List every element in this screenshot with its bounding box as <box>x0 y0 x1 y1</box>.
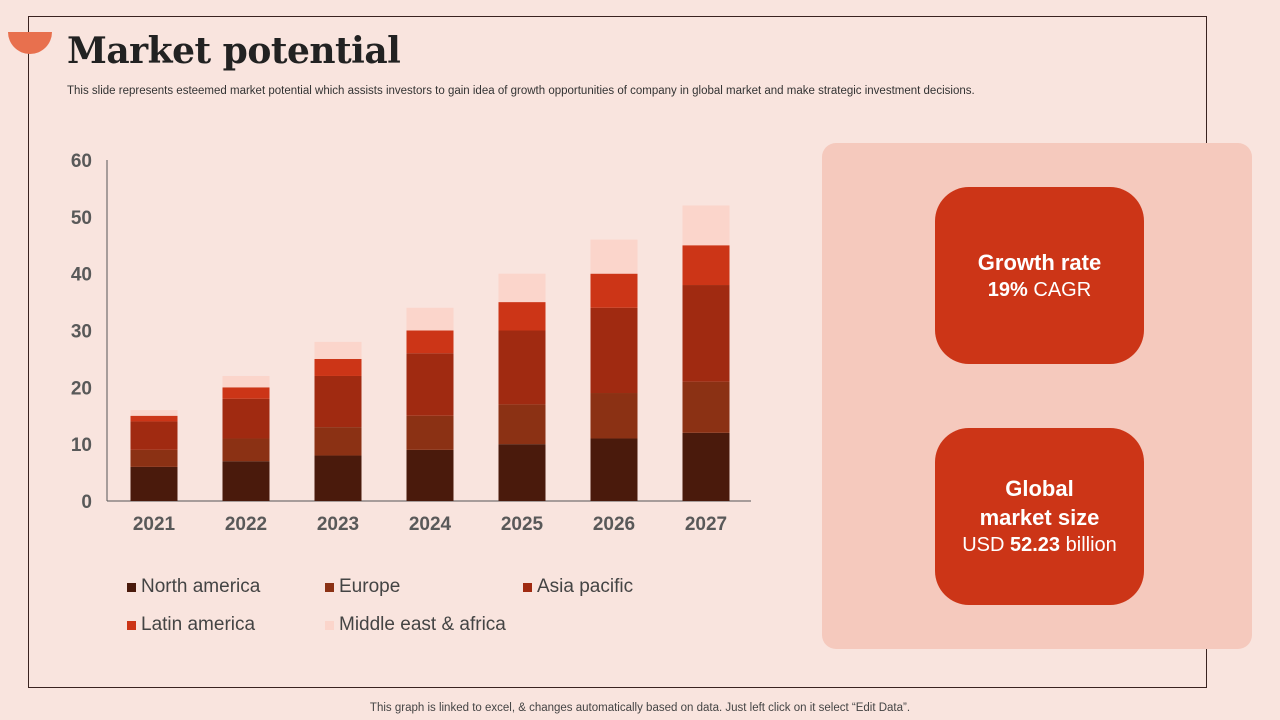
bar-segment <box>222 375 270 388</box>
growth-rate-title: Growth rate <box>977 249 1102 275</box>
bar-segment <box>130 410 178 416</box>
bar-segment <box>590 239 638 274</box>
y-tick-label: 0 <box>81 492 92 513</box>
bar-segment <box>498 330 546 405</box>
bar-segment <box>590 393 638 439</box>
bar-segment <box>406 330 454 354</box>
x-tick-label: 2026 <box>593 514 635 535</box>
bar-segment <box>222 461 270 501</box>
y-tick-label: 40 <box>71 265 92 286</box>
market-size-title-line1: Global <box>1005 476 1074 501</box>
legend-swatch <box>325 582 334 592</box>
y-tick-label: 10 <box>71 435 92 456</box>
bar-segment <box>406 353 454 416</box>
bar-segment <box>498 444 546 501</box>
legend-swatch <box>127 620 136 630</box>
bar-segment <box>222 438 270 462</box>
y-tick-label: 30 <box>71 322 92 343</box>
market-size-title-line2: market size <box>979 505 1100 530</box>
legend-item: Europe <box>325 576 400 598</box>
footer-note: This graph is linked to excel, & changes… <box>369 702 911 714</box>
bar-segment <box>498 273 546 303</box>
legend-swatch <box>127 582 136 592</box>
legend-item: Middle east & africa <box>325 614 506 636</box>
bar-segment <box>590 438 638 501</box>
bar-segment <box>314 375 362 428</box>
bar-segment <box>222 398 270 439</box>
bar-segment <box>406 449 454 501</box>
x-tick-label: 2022 <box>225 514 267 535</box>
legend-label: North america <box>141 576 261 597</box>
y-tick-label: 50 <box>71 208 92 229</box>
bar-segment <box>130 421 178 450</box>
bar-segment <box>682 205 730 246</box>
legend-swatch <box>325 620 334 630</box>
bar-segment <box>314 341 362 359</box>
bar-segment <box>498 302 546 331</box>
kpi-panel: Growth rate 19% CAGR Global market size … <box>822 143 1252 649</box>
market-size-value: 52.23 <box>1010 534 1061 556</box>
bar-segment <box>130 415 178 422</box>
bar-segment <box>590 273 638 308</box>
legend-label: Europe <box>339 576 401 597</box>
growth-rate-unit: CAGR <box>1033 278 1092 301</box>
x-tick-label: 2024 <box>409 514 452 535</box>
page-title: Market potential <box>67 30 401 72</box>
bar-segment <box>682 245 730 286</box>
x-tick-label: 2021 <box>133 514 176 535</box>
bar-segment <box>682 432 730 501</box>
legend-label: Middle east & africa <box>339 614 506 635</box>
page-subtitle: This slide represents esteemed market po… <box>67 85 975 97</box>
growth-rate-value-line: 19% CAGR <box>988 277 1091 304</box>
bar-segment <box>590 307 638 394</box>
bar-segment <box>682 381 730 433</box>
chart-legend: North america Europe Asia pacific Latin ame… <box>127 576 727 656</box>
x-tick-label: 2023 <box>317 514 359 535</box>
bar-segment <box>314 358 362 376</box>
bar-segment <box>406 415 454 450</box>
bar-segment <box>130 466 178 501</box>
legend-label: Latin america <box>141 614 256 635</box>
x-tick-label: 2025 <box>501 514 544 535</box>
stacked-bar-chart: 0 10 20 30 40 50 60 2021 2022 2023 2024 2025 2026 202… <box>71 151 751 535</box>
bar-segment <box>682 285 730 382</box>
market-size-value-line: USD 52.23 billion <box>962 532 1117 559</box>
legend-item: Asia pacific <box>523 576 633 598</box>
bar-segment <box>498 404 546 445</box>
bar-segment <box>406 307 454 331</box>
market-size-prefix: USD <box>962 534 1005 556</box>
bar-segment <box>314 427 362 456</box>
y-tick-label: 60 <box>71 151 92 172</box>
x-tick-label: 2027 <box>685 514 727 535</box>
bar-segment <box>314 455 362 501</box>
legend-item: North america <box>127 576 260 598</box>
legend-item: Latin america <box>127 614 255 636</box>
legend-label: Asia pacific <box>537 576 634 597</box>
y-tick-label: 20 <box>71 378 92 399</box>
market-size-card: Global market size USD 52.23 billion <box>935 428 1144 605</box>
corner-decoration <box>8 32 52 54</box>
bar-segment <box>130 449 178 467</box>
bar-segment <box>222 387 270 399</box>
legend-swatch <box>523 582 532 592</box>
growth-rate-card: Growth rate 19% CAGR <box>935 187 1144 364</box>
growth-rate-value: 19% <box>987 278 1028 301</box>
market-size-suffix: billion <box>1065 534 1117 556</box>
